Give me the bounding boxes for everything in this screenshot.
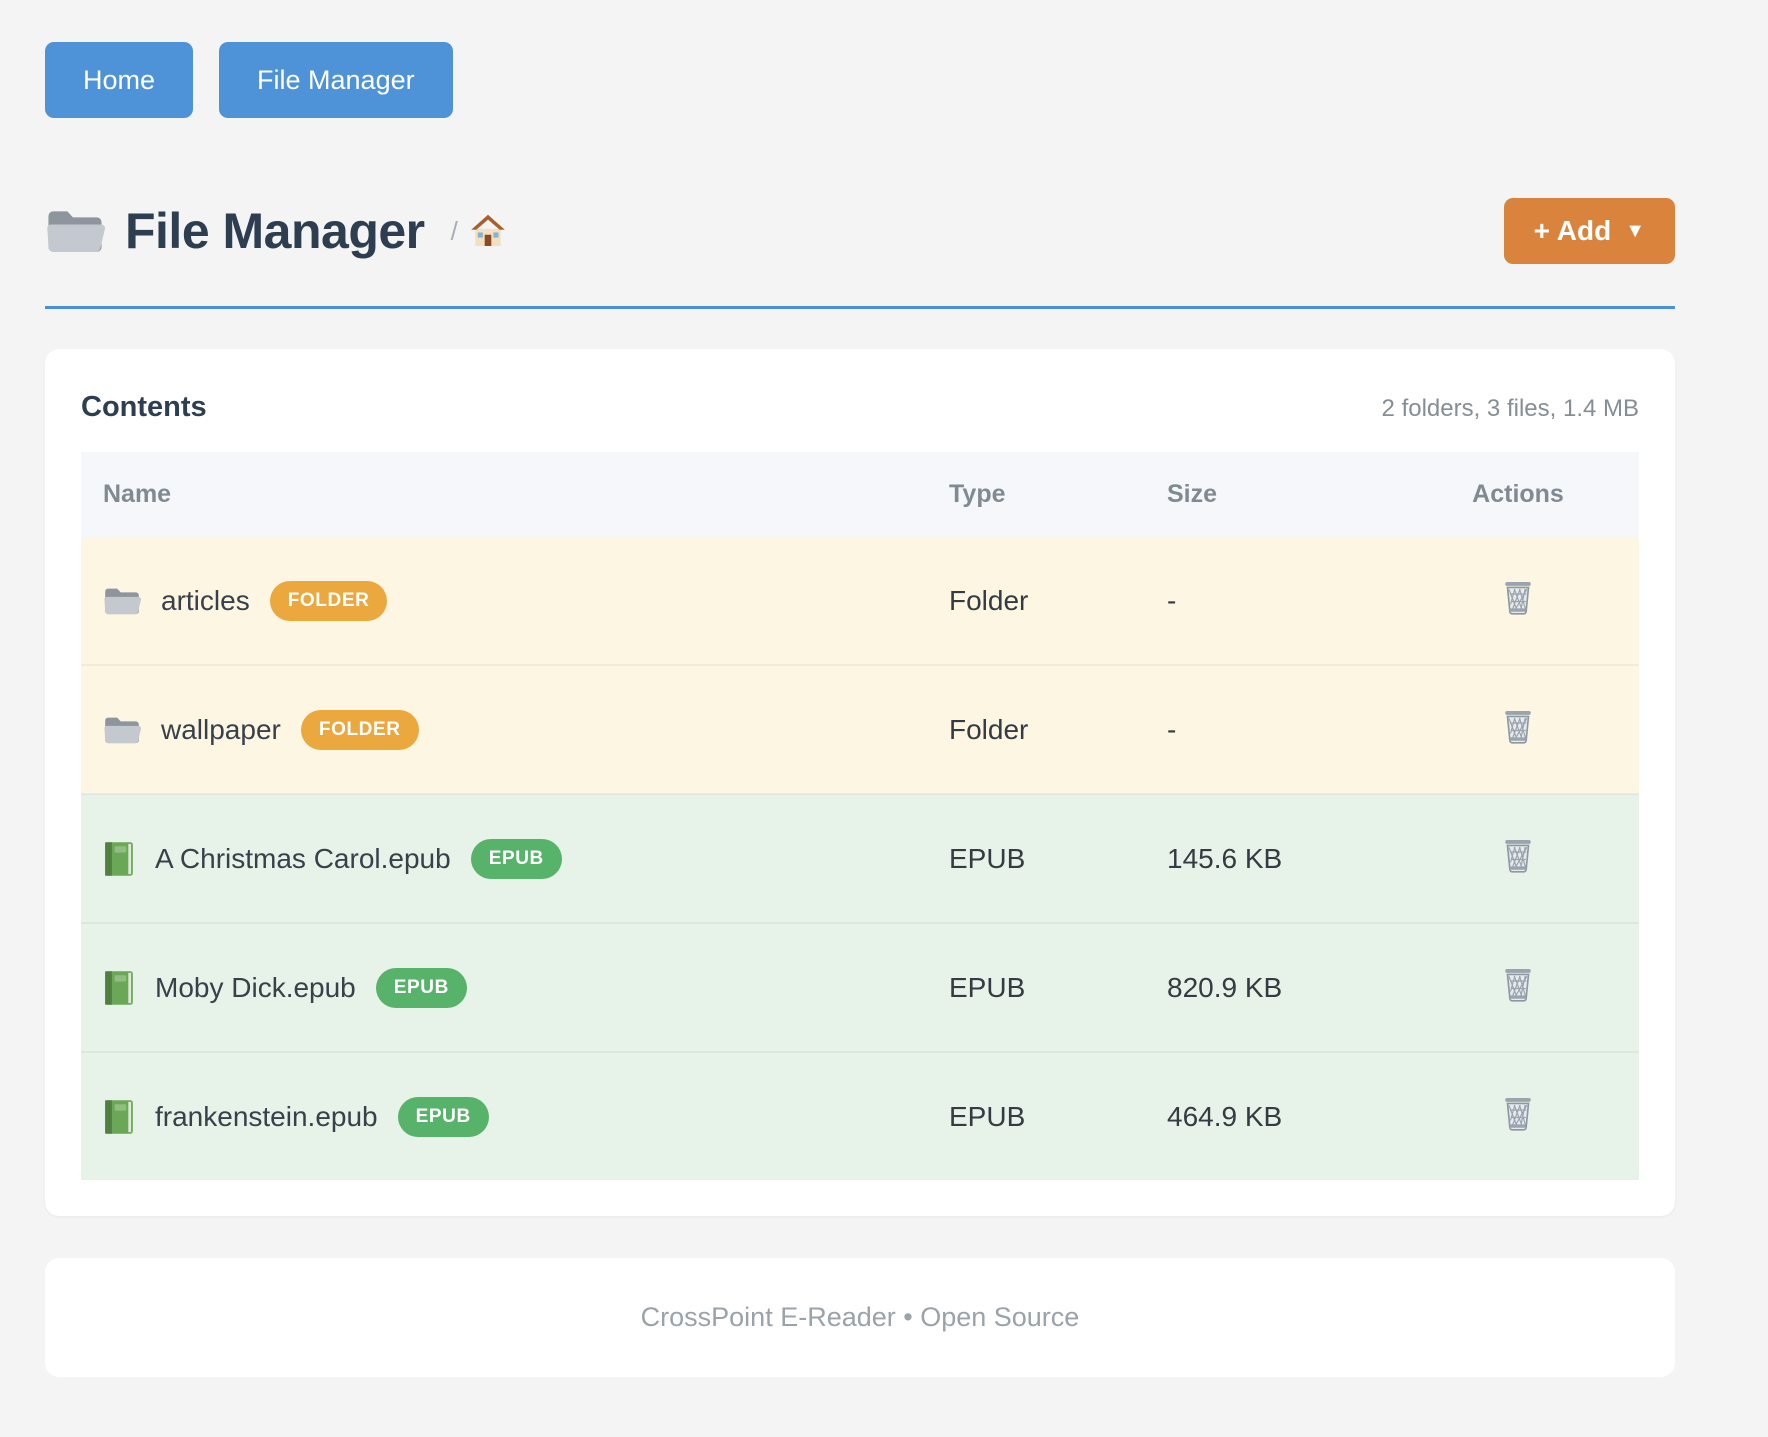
item-type: Folder <box>927 537 1145 665</box>
delete-button[interactable] <box>1500 577 1536 617</box>
item-name[interactable]: articles <box>161 584 250 616</box>
column-header-type: Type <box>927 452 1145 537</box>
delete-button[interactable] <box>1500 835 1536 875</box>
footer-text: CrossPoint E-Reader • Open Source <box>640 1302 1080 1332</box>
delete-button[interactable] <box>1500 1093 1536 1133</box>
page-title: File Manager <box>125 203 425 259</box>
home-button[interactable]: Home <box>45 42 194 118</box>
folder-icon <box>45 205 105 257</box>
item-type: Folder <box>927 664 1145 794</box>
top-nav: Home File Manager <box>45 42 1675 118</box>
column-header-name: Name <box>81 452 927 537</box>
type-badge: FOLDER <box>269 580 388 621</box>
table-row: frankenstein.epub EPUB EPUB 464.9 KB <box>81 1051 1639 1180</box>
item-type: EPUB <box>927 793 1145 923</box>
title-group: File Manager / <box>45 202 1504 260</box>
folder-icon <box>103 584 141 618</box>
add-button-label: + Add <box>1533 215 1612 246</box>
caret-down-icon: ▼ <box>1625 220 1645 242</box>
table-row: articles FOLDER Folder - <box>81 537 1639 665</box>
item-size: 464.9 KB <box>1145 1051 1397 1180</box>
breadcrumb: / <box>451 213 506 249</box>
page-header: File Manager / + Add ▼ <box>45 198 1675 264</box>
item-type: EPUB <box>927 922 1145 1052</box>
trash-icon <box>1500 706 1536 746</box>
type-badge: FOLDER <box>300 709 419 750</box>
folder-icon <box>103 713 141 747</box>
title-divider <box>45 306 1675 309</box>
table-header: Name Type Size Actions <box>81 452 1639 537</box>
house-icon[interactable] <box>470 213 506 249</box>
card-header: Contents 2 folders, 3 files, 1.4 MB <box>81 391 1639 424</box>
table-row: wallpaper FOLDER Folder - <box>81 664 1639 794</box>
contents-card: Contents 2 folders, 3 files, 1.4 MB Name… <box>45 349 1675 1216</box>
column-header-size: Size <box>1145 452 1397 537</box>
item-size: - <box>1145 664 1397 794</box>
file-table: Name Type Size Actions articles FOLDER <box>81 452 1639 1180</box>
table-row: A Christmas Carol.epub EPUB EPUB 145.6 K… <box>81 793 1639 923</box>
type-badge: EPUB <box>397 1096 489 1137</box>
footer: CrossPoint E-Reader • Open Source <box>45 1258 1675 1377</box>
green-book-icon <box>103 1098 135 1136</box>
item-name[interactable]: Moby Dick.epub <box>155 971 356 1003</box>
item-size: 145.6 KB <box>1145 793 1397 923</box>
breadcrumb-separator: / <box>450 215 458 246</box>
trash-icon <box>1500 1093 1536 1133</box>
file-manager-button[interactable]: File Manager <box>219 42 453 118</box>
trash-icon <box>1500 577 1536 617</box>
item-size: - <box>1145 537 1397 665</box>
item-name[interactable]: wallpaper <box>161 713 281 745</box>
column-header-actions: Actions <box>1397 452 1639 537</box>
trash-icon <box>1500 964 1536 1004</box>
contents-summary: 2 folders, 3 files, 1.4 MB <box>1381 395 1639 422</box>
type-badge: EPUB <box>470 838 562 879</box>
item-size: 820.9 KB <box>1145 922 1397 1052</box>
type-badge: EPUB <box>375 967 467 1008</box>
item-name[interactable]: frankenstein.epub <box>155 1100 378 1132</box>
trash-icon <box>1500 835 1536 875</box>
add-button[interactable]: + Add ▼ <box>1503 198 1675 264</box>
delete-button[interactable] <box>1500 706 1536 746</box>
item-name[interactable]: A Christmas Carol.epub <box>155 842 451 874</box>
table-row: Moby Dick.epub EPUB EPUB 820.9 KB <box>81 922 1639 1052</box>
item-type: EPUB <box>927 1051 1145 1180</box>
green-book-icon <box>103 840 135 878</box>
green-book-icon <box>103 969 135 1007</box>
card-title: Contents <box>81 391 207 423</box>
delete-button[interactable] <box>1500 964 1536 1004</box>
